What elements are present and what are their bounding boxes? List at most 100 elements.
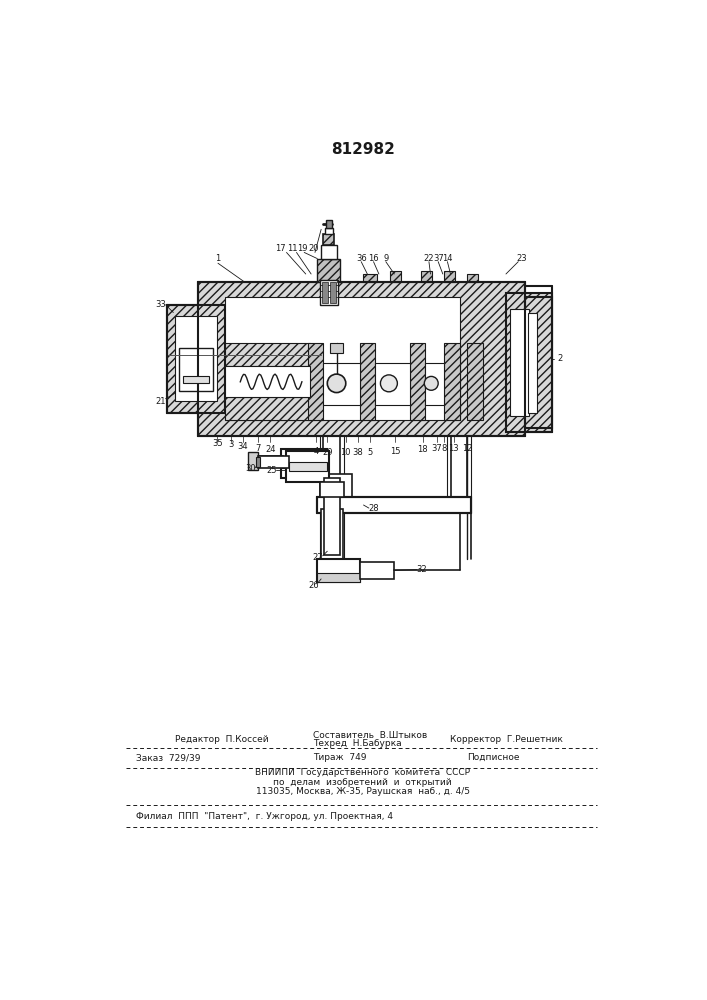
Bar <box>321 245 337 259</box>
Text: Подписное: Подписное <box>467 753 520 762</box>
Bar <box>179 348 214 391</box>
Bar <box>281 459 327 468</box>
Text: Редактор  П.Коссей: Редактор П.Коссей <box>175 735 269 744</box>
Bar <box>363 274 378 282</box>
Text: Техред  Н.Бабурка: Техред Н.Бабурка <box>313 739 402 748</box>
Bar <box>321 509 343 567</box>
Bar <box>225 397 310 420</box>
Text: 34: 34 <box>238 442 248 451</box>
Bar <box>320 482 344 497</box>
Bar <box>256 456 283 466</box>
Text: Филиал  ППП  "Патент",  г. Ужгород, ул. Проектная, 4: Филиал ППП "Патент", г. Ужгород, ул. Про… <box>136 812 393 821</box>
Text: 33: 33 <box>156 300 166 309</box>
Text: 27: 27 <box>312 553 323 562</box>
Text: 29: 29 <box>322 448 332 457</box>
Bar <box>467 343 483 420</box>
Text: 113035, Москва, Ж-35, Раушская  наб., д. 4/5: 113035, Москва, Ж-35, Раушская наб., д. … <box>256 787 469 796</box>
Text: 1: 1 <box>216 254 221 263</box>
Text: 12: 12 <box>462 444 473 453</box>
Text: 13: 13 <box>448 444 459 453</box>
Circle shape <box>424 376 438 390</box>
Circle shape <box>327 374 346 393</box>
Bar <box>256 457 260 467</box>
Text: 8: 8 <box>442 444 447 453</box>
Bar <box>375 363 409 405</box>
Bar <box>167 305 225 413</box>
Text: 28: 28 <box>368 504 379 513</box>
Bar <box>225 297 460 420</box>
Bar <box>360 562 395 579</box>
Bar <box>317 497 472 513</box>
Text: 7: 7 <box>255 444 261 453</box>
Text: 16: 16 <box>368 254 379 263</box>
Text: Тираж  749: Тираж 749 <box>313 753 367 762</box>
Bar <box>506 293 552 432</box>
Text: Корректор  Г.Решетник: Корректор Г.Решетник <box>450 735 563 744</box>
Bar <box>320 474 352 513</box>
Bar <box>248 452 258 470</box>
Bar <box>175 316 217 401</box>
Text: 812982: 812982 <box>331 142 395 157</box>
Bar <box>225 366 310 397</box>
Bar <box>444 271 455 282</box>
Text: Заказ  729/39: Заказ 729/39 <box>136 753 201 762</box>
Text: 26: 26 <box>308 581 319 590</box>
Text: 36: 36 <box>356 254 366 263</box>
Bar <box>525 297 552 428</box>
Text: 23: 23 <box>516 254 527 263</box>
Text: 10: 10 <box>341 448 351 457</box>
Bar <box>390 271 402 282</box>
Bar <box>325 478 339 555</box>
Text: 32: 32 <box>416 565 426 574</box>
Bar <box>286 451 329 482</box>
Text: ВНИИПИ  Государственного  комитета  СССР: ВНИИПИ Государственного комитета СССР <box>255 768 470 777</box>
Bar <box>444 343 460 420</box>
Bar <box>281 449 327 478</box>
Text: 20: 20 <box>308 244 319 253</box>
Bar <box>326 220 332 228</box>
Text: 37: 37 <box>431 444 442 453</box>
Bar <box>317 559 360 582</box>
Text: 14: 14 <box>442 254 452 263</box>
Bar <box>510 309 529 416</box>
Bar <box>527 312 537 413</box>
Text: 25: 25 <box>267 466 277 475</box>
Bar <box>288 462 327 471</box>
Bar <box>322 282 328 303</box>
Text: 38: 38 <box>353 448 363 457</box>
Text: 4: 4 <box>313 447 318 456</box>
Text: 9: 9 <box>383 254 388 263</box>
Bar <box>258 456 288 468</box>
Text: 37: 37 <box>433 254 443 263</box>
Text: 15: 15 <box>390 447 400 456</box>
Bar <box>330 343 343 353</box>
Text: 17: 17 <box>275 244 286 253</box>
Text: 11: 11 <box>286 244 297 253</box>
Text: 2: 2 <box>557 354 563 363</box>
Bar <box>308 343 324 420</box>
Bar <box>425 363 444 405</box>
Bar <box>409 343 425 420</box>
Text: 30: 30 <box>245 464 256 473</box>
Bar <box>324 234 334 245</box>
Bar <box>320 280 338 305</box>
Text: Составитель  В.Штыков: Составитель В.Штыков <box>313 732 428 740</box>
Bar <box>225 343 310 366</box>
Text: по  делам  изобретений  и  открытий: по делам изобретений и открытий <box>274 778 452 787</box>
Text: 18: 18 <box>417 445 428 454</box>
Bar <box>317 259 340 282</box>
Bar <box>317 573 360 582</box>
Text: 22: 22 <box>423 254 434 263</box>
Bar <box>324 363 360 405</box>
Bar <box>198 282 525 436</box>
Bar <box>325 228 333 234</box>
Bar <box>329 282 336 303</box>
Text: 3: 3 <box>228 440 234 449</box>
Bar <box>467 274 478 282</box>
Bar <box>360 343 375 420</box>
Circle shape <box>380 375 397 392</box>
Bar <box>182 376 209 383</box>
Text: 24: 24 <box>265 445 276 454</box>
Text: 19: 19 <box>298 244 308 253</box>
Bar <box>325 513 340 551</box>
